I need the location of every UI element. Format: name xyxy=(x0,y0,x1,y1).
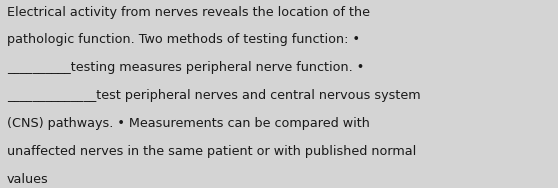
Text: values: values xyxy=(7,173,49,186)
Text: Electrical activity from nerves reveals the location of the: Electrical activity from nerves reveals … xyxy=(7,6,370,19)
Text: __________testing measures peripheral nerve function. •: __________testing measures peripheral ne… xyxy=(7,61,364,74)
Text: unaffected nerves in the same patient or with published normal: unaffected nerves in the same patient or… xyxy=(7,145,416,158)
Text: (CNS) pathways. • Measurements can be compared with: (CNS) pathways. • Measurements can be co… xyxy=(7,117,369,130)
Text: pathologic function. Two methods of testing function: •: pathologic function. Two methods of test… xyxy=(7,33,360,46)
Text: ______________test peripheral nerves and central nervous system: ______________test peripheral nerves and… xyxy=(7,89,420,102)
